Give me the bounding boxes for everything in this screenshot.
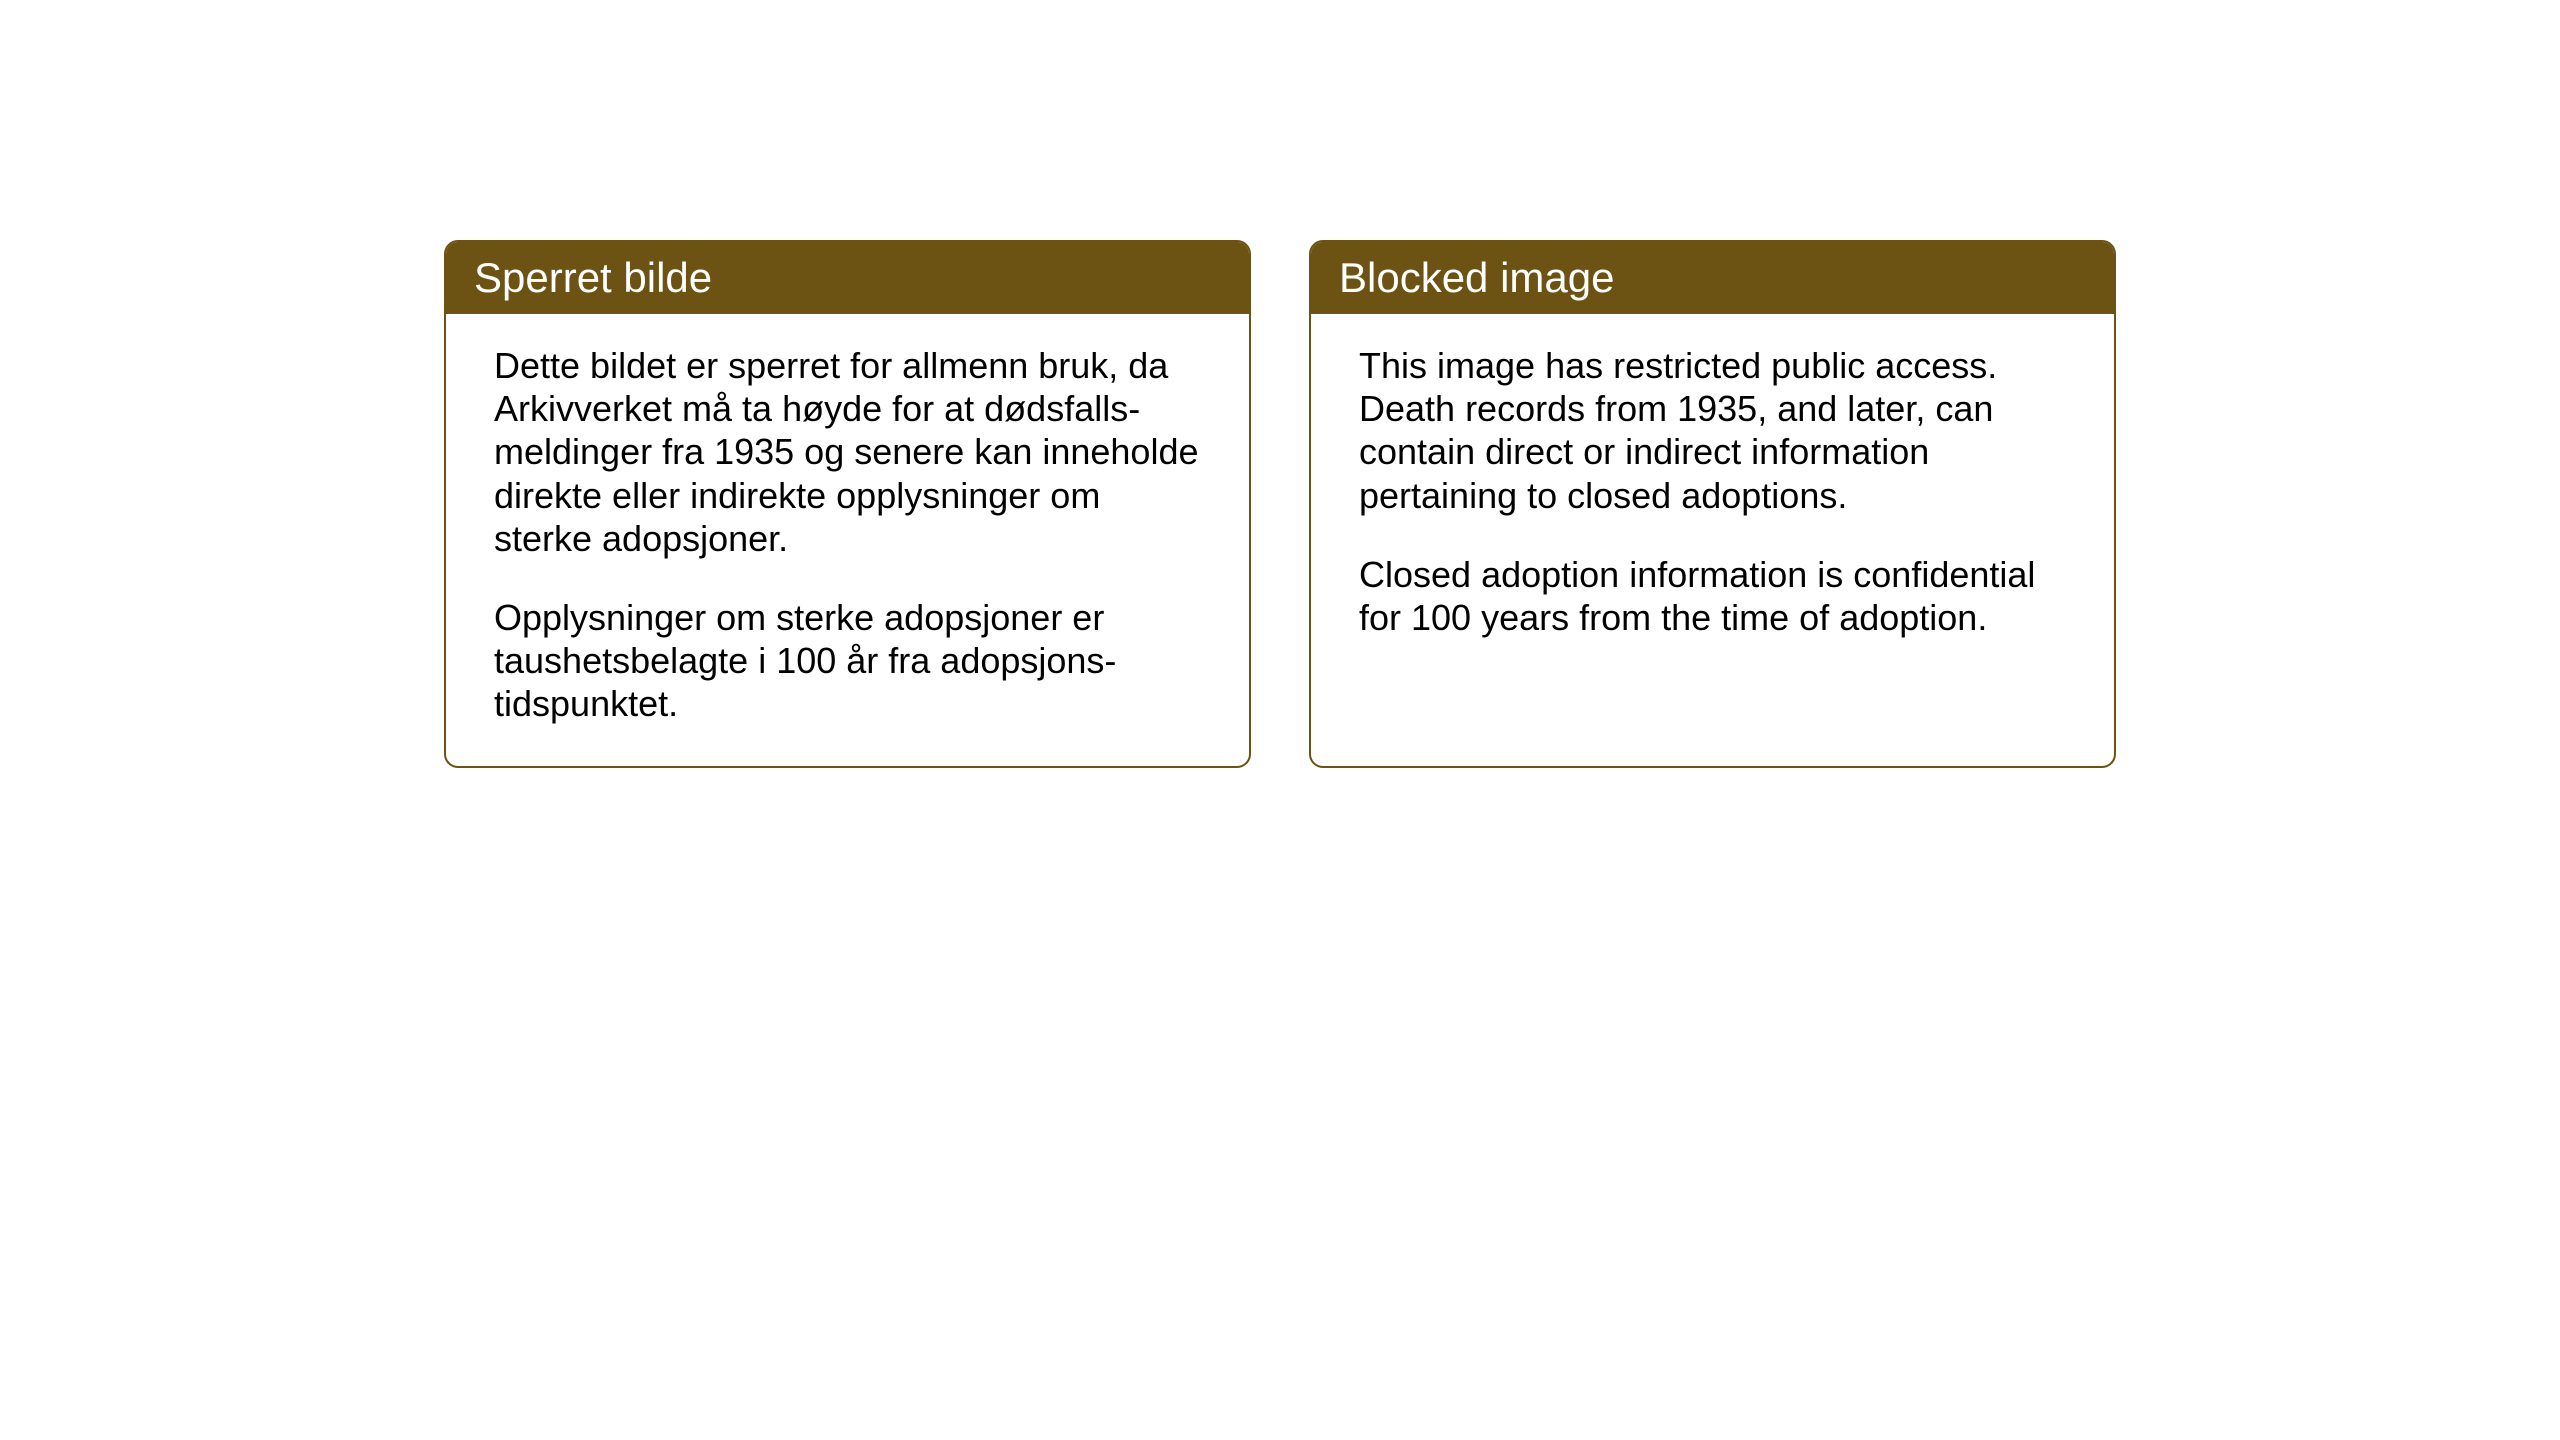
english-paragraph-2: Closed adoption information is confident… — [1359, 553, 2066, 639]
english-paragraph-1: This image has restricted public access.… — [1359, 344, 2066, 517]
norwegian-card-body: Dette bildet er sperret for allmenn bruk… — [446, 314, 1249, 766]
english-card-body: This image has restricted public access.… — [1311, 314, 2114, 754]
norwegian-paragraph-2: Opplysninger om sterke adopsjoner er tau… — [494, 596, 1201, 726]
norwegian-paragraph-1: Dette bildet er sperret for allmenn bruk… — [494, 344, 1201, 560]
norwegian-notice-card: Sperret bilde Dette bildet er sperret fo… — [444, 240, 1251, 768]
norwegian-card-title: Sperret bilde — [446, 242, 1249, 314]
english-card-title: Blocked image — [1311, 242, 2114, 314]
notice-cards-container: Sperret bilde Dette bildet er sperret fo… — [444, 240, 2116, 768]
english-notice-card: Blocked image This image has restricted … — [1309, 240, 2116, 768]
